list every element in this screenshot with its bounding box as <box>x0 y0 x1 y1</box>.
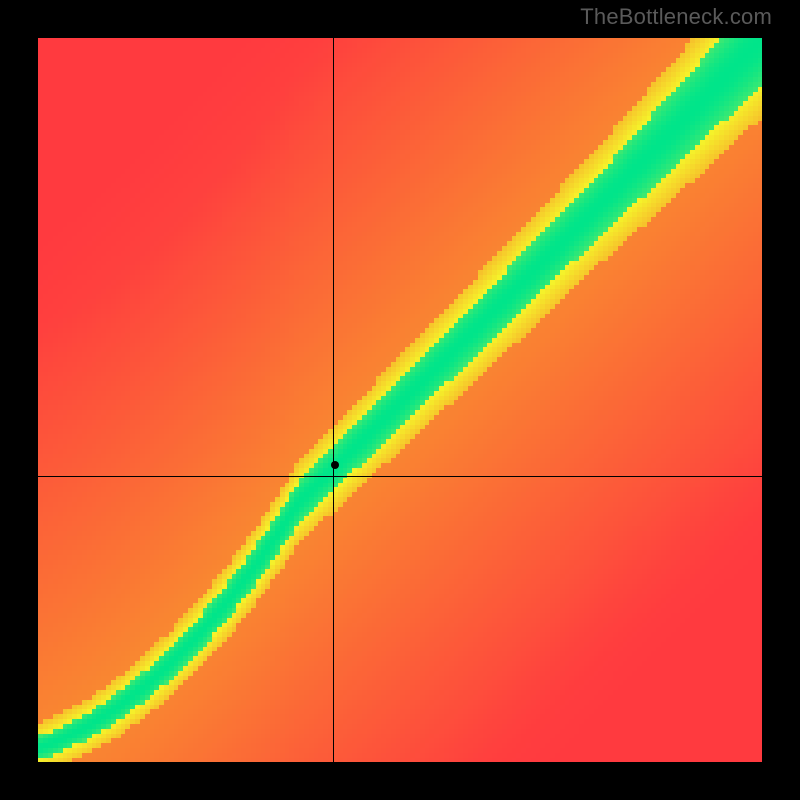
crosshair-vertical <box>333 38 334 762</box>
heatmap-canvas <box>38 38 762 762</box>
attribution-text: TheBottleneck.com <box>580 4 772 30</box>
plot-area <box>38 38 762 762</box>
marker-dot <box>331 461 339 469</box>
crosshair-horizontal <box>38 476 762 477</box>
figure-root: TheBottleneck.com <box>0 0 800 800</box>
